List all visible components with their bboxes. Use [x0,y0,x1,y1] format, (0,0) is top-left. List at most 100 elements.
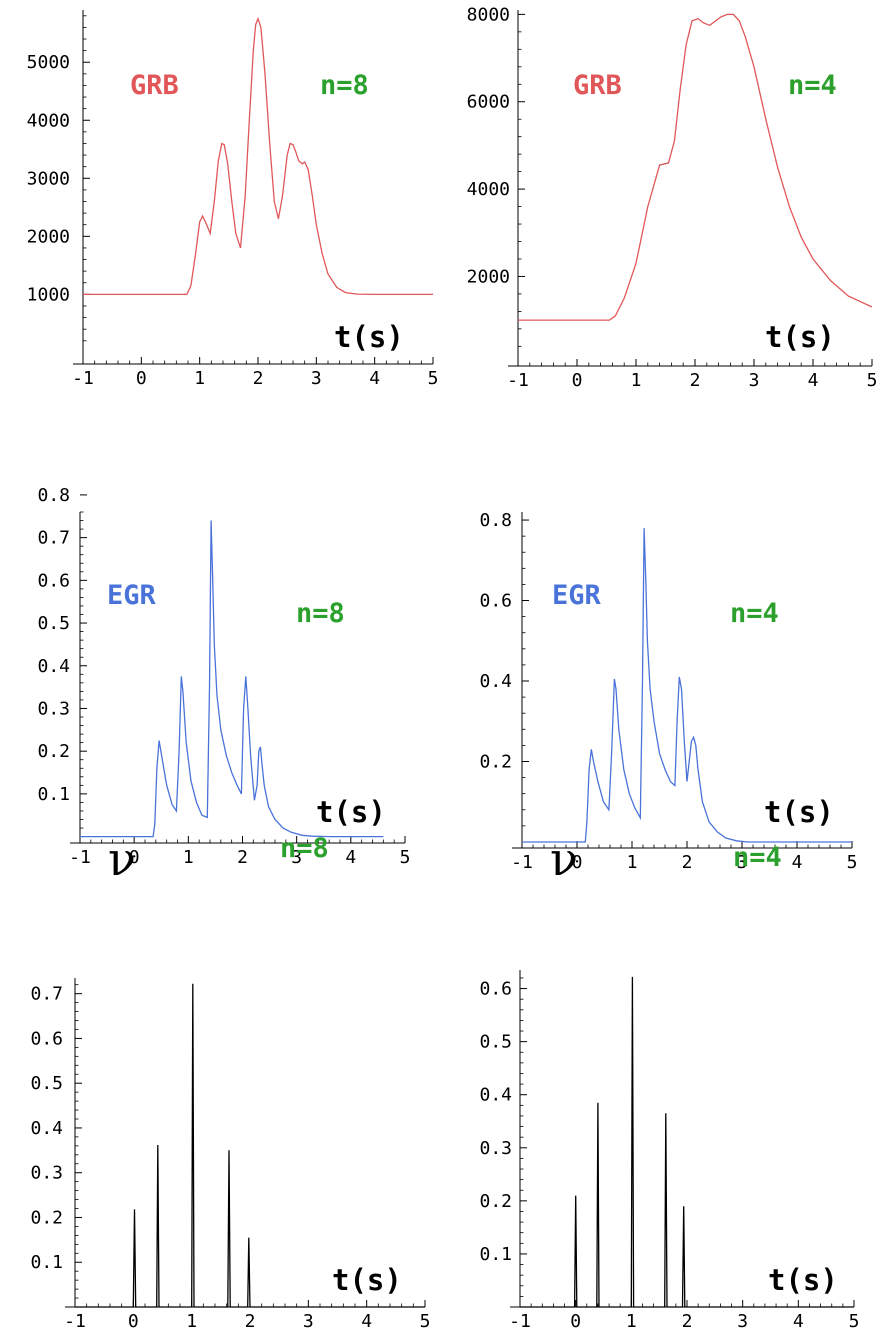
x-tick-label: 2 [253,368,264,389]
x-tick-label: 2 [682,1311,693,1332]
y-tick-labels: 0.1 0.2 0.3 0.4 0.5 0.6 0.7 0.8 [37,485,70,805]
panel-grb-n4: -1 0 1 2 3 4 5 2000 4000 6000 8000 GRB n=4 t(s) [467,4,878,391]
y-tick-label: 0.5 [37,613,70,634]
axes [73,10,434,365]
y-tick-label: 0.2 [479,1191,512,1212]
y-tick-label: 0.4 [479,1085,512,1106]
series-label: EGR [107,580,157,611]
x-tick-label: 0 [136,368,147,389]
n-label: n=8 [320,70,369,101]
x-tick-label: -1 [511,852,533,873]
x-tick-label: 2 [245,1311,256,1332]
y-tick-label: 0.6 [479,591,512,612]
x-axis-label: t(s) [332,1263,402,1297]
x-tick-labels: -1 0 1 2 3 4 5 [511,852,857,873]
y-tick-label: 0.4 [479,671,512,692]
y-tick-label: 0.6 [30,1028,63,1049]
x-tick-label: 0 [570,1311,581,1332]
y-tick-label: 0.5 [479,1032,512,1053]
x-axis-label: t(s) [765,320,835,354]
x-tick-label: 4 [369,368,380,389]
x-tick-label: 3 [737,1311,748,1332]
y-tick-label: 0.8 [37,485,70,506]
x-tick-label: 0 [129,847,140,868]
y-tick-label: 0.8 [479,510,512,531]
panel-egr-n8: -1 0 1 2 3 4 5 0.1 0.2 0.3 0.4 0.5 0.6 0.7 0.8 EGR n=… [37,485,410,868]
x-tick-label: 5 [849,1311,860,1332]
x-tick-label: -1 [69,847,91,868]
y-tick-label: 3000 [27,168,70,189]
y-tick-labels: 0.2 0.4 0.6 0.8 [479,510,512,772]
series-line [520,976,854,1308]
y-tick-label: 0.1 [37,784,70,805]
x-tick-label: 3 [291,847,302,868]
x-tick-label: 0 [572,370,583,391]
y-tick-label: 0.1 [30,1252,63,1273]
x-tick-label: 1 [627,852,638,873]
x-tick-labels: -1 0 1 2 3 4 5 [509,1311,859,1332]
x-tick-label: -1 [72,368,94,389]
panel-egr-n4: -1 0 1 2 3 4 5 0.2 0.4 0.6 0.8 EGR n=4 t(s) [479,510,857,873]
axes [65,978,426,1308]
series-label: GRB [573,70,622,101]
x-tick-label: 5 [400,847,411,868]
y-tick-label: 6000 [467,92,510,113]
x-tick-label: 5 [420,1311,431,1332]
x-axis-label: t(s) [316,795,386,829]
y-tick-label: 0.6 [479,979,512,1000]
series-line [83,16,433,296]
x-tick-label: 3 [311,368,322,389]
x-tick-labels: -1 0 1 2 3 4 5 [64,1311,430,1332]
y-tick-label: 0.3 [479,1138,512,1159]
x-tick-label: 3 [749,370,760,391]
x-tick-labels: -1 0 1 2 3 4 5 [507,370,877,391]
x-axis-label: t(s) [768,1263,838,1297]
n-label: n=8 [280,833,329,864]
y-tick-label: 8000 [467,4,510,25]
n-label: n=4 [733,842,782,873]
x-tick-label: 4 [361,1311,372,1332]
y-tick-label: 0.7 [37,528,70,549]
x-tick-label: 1 [194,368,205,389]
x-tick-label: -1 [64,1311,86,1332]
y-tick-label: 4000 [467,179,510,200]
x-tick-label: 0 [572,852,583,873]
nu-label: ν [550,832,578,886]
x-tick-label: 2 [237,847,248,868]
x-tick-label: 1 [631,370,642,391]
panel-grb-n8: -1 0 1 2 3 4 5 1000 2000 3000 4000 5000 GRB n=8 t(… [27,10,439,389]
y-tick-labels: 1000 2000 3000 4000 5000 [27,52,70,305]
x-tick-labels: -1 0 1 2 3 4 5 [69,847,410,868]
x-tick-label: 5 [847,852,858,873]
y-tick-label: 0.6 [37,570,70,591]
y-tick-label: 0.5 [30,1073,63,1094]
panel-nu-n4: -1 0 1 2 3 4 5 0.1 0.2 0.3 0.4 0.5 0.6 ν n=4 t(s) [479,832,859,1332]
y-tick-label: 0.7 [30,984,63,1005]
axes [508,10,873,367]
series-line [75,983,425,1308]
x-tick-label: 4 [793,1311,804,1332]
n-label: n=4 [730,598,779,629]
y-tick-label: 5000 [27,52,70,73]
y-tick-labels: 0.1 0.2 0.3 0.4 0.5 0.6 [479,979,512,1265]
x-tick-label: 3 [737,852,748,873]
y-tick-label: 0.3 [30,1163,63,1184]
y-tick-label: 0.4 [37,656,70,677]
series-line [518,13,873,321]
x-tick-label: -1 [509,1311,531,1332]
x-tick-label: 0 [128,1311,139,1332]
n-label: n=4 [788,70,837,101]
y-tick-label: 0.2 [479,751,512,772]
y-tick-labels: 2000 4000 6000 8000 [467,4,510,287]
x-tick-label: 1 [626,1311,637,1332]
x-tick-label: 5 [428,368,439,389]
x-tick-label: 2 [682,852,693,873]
y-tick-labels: 0.1 0.2 0.3 0.4 0.5 0.6 0.7 [30,984,63,1274]
x-tick-label: 1 [186,1311,197,1332]
axes [512,512,853,849]
x-tick-label: 2 [690,370,701,391]
x-tick-label: 3 [303,1311,314,1332]
y-tick-label: 1000 [27,284,70,305]
x-tick-label: 4 [808,370,819,391]
